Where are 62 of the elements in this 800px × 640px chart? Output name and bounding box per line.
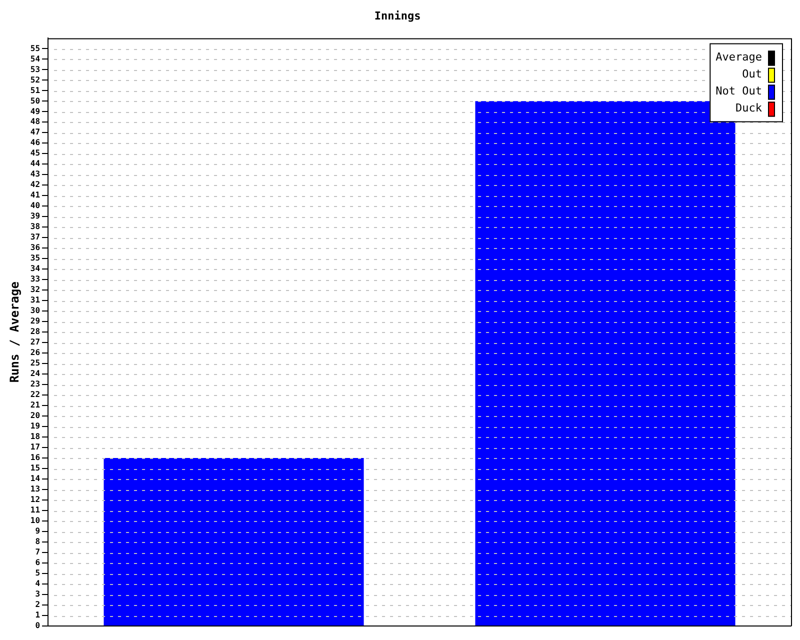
y-tick-label: 29 xyxy=(30,316,40,326)
y-tick-label: 5 xyxy=(35,568,40,578)
y-tick-label: 6 xyxy=(35,558,40,568)
y-tick-label: 31 xyxy=(30,296,40,305)
y-tick-label: 30 xyxy=(30,306,40,316)
y-tick-label: 8 xyxy=(35,537,40,546)
y-tick-label: 11 xyxy=(30,506,40,515)
legend-label: Not Out xyxy=(716,84,762,98)
y-tick-label: 43 xyxy=(30,170,40,179)
y-tick-label: 45 xyxy=(30,148,40,158)
y-tick-label: 55 xyxy=(30,44,40,53)
y-tick-label: 35 xyxy=(30,254,40,263)
y-tick-label: 49 xyxy=(30,106,40,116)
y-tick-label: 13 xyxy=(30,484,40,494)
y-tick-label: 26 xyxy=(30,348,40,358)
y-tick-label: 23 xyxy=(30,380,40,389)
y-tick-label: 34 xyxy=(30,264,40,274)
y-tick-label: 47 xyxy=(30,128,40,137)
y-tick-label: 44 xyxy=(30,159,40,168)
y-tick-label: 3 xyxy=(35,590,40,599)
y-tick-label: 42 xyxy=(30,180,40,190)
y-tick-label: 18 xyxy=(30,432,40,442)
y-tick-label: 52 xyxy=(30,75,40,84)
y-axis-title: Runs / Average xyxy=(7,282,22,383)
y-tick-label: 22 xyxy=(30,390,40,400)
y-tick-label: 4 xyxy=(35,579,40,588)
legend-label: Average xyxy=(716,50,762,64)
y-tick-label: 38 xyxy=(30,222,40,232)
y-tick-label: 21 xyxy=(30,400,40,410)
y-tick-label: 46 xyxy=(30,138,40,148)
y-tick-label: 41 xyxy=(30,190,40,200)
y-tick-label: 32 xyxy=(30,285,40,294)
y-tick-label: 14 xyxy=(30,474,40,484)
y-tick-label: 51 xyxy=(30,86,40,95)
y-tick-label: 7 xyxy=(35,548,40,557)
y-tick-label: 20 xyxy=(30,411,40,420)
y-tick-label: 9 xyxy=(35,526,40,536)
y-tick-label: 1 xyxy=(35,610,40,620)
y-tick-label: 19 xyxy=(30,422,40,431)
y-tick-label: 25 xyxy=(30,358,40,368)
y-tick-label: 24 xyxy=(30,369,40,378)
y-tick-label: 40 xyxy=(30,201,40,210)
y-tick-label: 16 xyxy=(30,453,40,462)
y-tick-label: 36 xyxy=(30,243,40,252)
y-tick-label: 12 xyxy=(30,495,40,504)
y-tick-label: 53 xyxy=(30,64,40,74)
y-tick-label: 39 xyxy=(30,212,40,221)
y-tick-label: 27 xyxy=(30,338,40,347)
y-tick-label: 28 xyxy=(30,327,40,336)
y-tick-label: 2 xyxy=(35,600,40,610)
y-tick-label: 50 xyxy=(30,96,40,106)
y-tick-label: 48 xyxy=(30,117,40,126)
y-tick-label: 37 xyxy=(30,232,40,242)
y-tick-label: 54 xyxy=(30,54,40,64)
y-tick-label: 15 xyxy=(30,464,40,473)
legend-label: Out xyxy=(742,68,762,81)
legend-label: Duck xyxy=(736,102,762,115)
y-tick-label: 33 xyxy=(30,274,40,284)
y-tick-label: 0 xyxy=(35,621,40,630)
y-tick-label: 17 xyxy=(30,442,40,452)
chart-title: Innings xyxy=(374,9,421,22)
y-tick-label: 10 xyxy=(30,516,40,526)
